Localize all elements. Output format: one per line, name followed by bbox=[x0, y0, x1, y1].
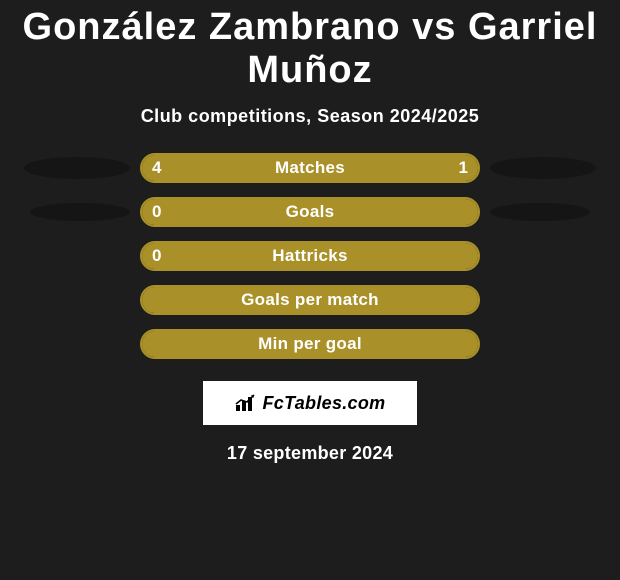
stat-label: Matches bbox=[275, 158, 345, 178]
stat-label: Hattricks bbox=[272, 246, 347, 266]
stat-row: Goals 0 bbox=[0, 197, 620, 227]
left-shadow bbox=[24, 157, 130, 179]
stat-bar: Goals per match bbox=[140, 285, 480, 315]
page-title: González Zambrano vs Garriel Muñoz bbox=[0, 0, 620, 92]
right-shadow bbox=[490, 203, 590, 221]
brand-badge: FcTables.com bbox=[203, 381, 417, 425]
stat-rows: Matches 4 1 Goals 0 Hattricks 0 Goals per match… bbox=[0, 153, 620, 359]
stat-row: Matches 4 1 bbox=[0, 153, 620, 183]
page-subtitle: Club competitions, Season 2024/2025 bbox=[0, 106, 620, 127]
stat-bar: Hattricks 0 bbox=[140, 241, 480, 271]
brand-chart-icon bbox=[235, 393, 257, 413]
stat-row: Goals per match bbox=[0, 285, 620, 315]
stat-label: Goals bbox=[286, 202, 335, 222]
stat-left-value: 4 bbox=[152, 158, 161, 178]
left-shadow bbox=[30, 203, 130, 221]
stat-right-value: 1 bbox=[459, 158, 468, 178]
stat-bar: Matches 4 1 bbox=[140, 153, 480, 183]
stat-row: Hattricks 0 bbox=[0, 241, 620, 271]
stat-bar: Min per goal bbox=[140, 329, 480, 359]
stat-label: Min per goal bbox=[258, 334, 362, 354]
page-date: 17 september 2024 bbox=[0, 443, 620, 464]
stat-label: Goals per match bbox=[241, 290, 379, 310]
stat-row: Min per goal bbox=[0, 329, 620, 359]
stat-left-value: 0 bbox=[152, 246, 161, 266]
brand-text: FcTables.com bbox=[263, 393, 386, 414]
right-shadow bbox=[490, 157, 596, 179]
stat-left-value: 0 bbox=[152, 202, 161, 222]
stat-bar: Goals 0 bbox=[140, 197, 480, 227]
